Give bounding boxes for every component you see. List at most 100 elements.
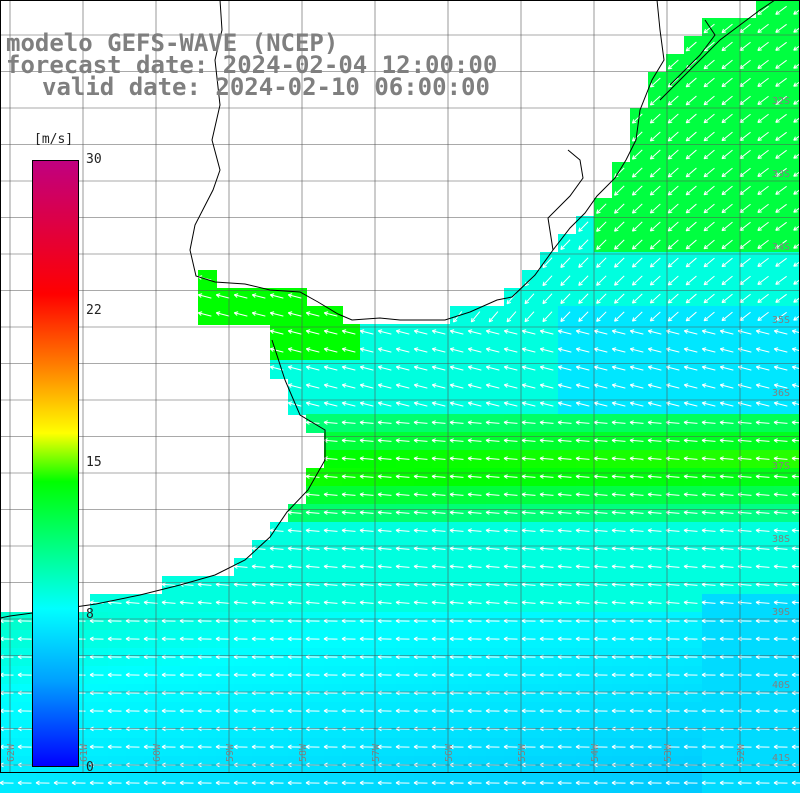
wind-arrow: [396, 330, 410, 335]
wind-arrow-head: [611, 636, 616, 640]
wind-arrow-head: [756, 383, 761, 386]
wind-arrow-head: [611, 762, 616, 766]
wind-arrow-head: [611, 528, 616, 531]
wind-arrow-head: [665, 710, 670, 714]
wind-arrow: [342, 348, 356, 353]
wind-arrow-head: [701, 420, 706, 423]
wind-arrow-head: [629, 656, 634, 660]
wind-arrow-head: [630, 365, 635, 368]
wind-arrow: [431, 439, 446, 442]
wind-arrow-head: [341, 330, 346, 334]
wind-arrow-head: [395, 384, 400, 388]
wind-arrow: [323, 511, 338, 514]
wind-arrow-head: [506, 301, 512, 305]
wind-arrow: [341, 475, 356, 478]
wind-arrow: [611, 583, 626, 586]
wind-arrow-head: [107, 762, 112, 766]
wind-arrow-head: [668, 157, 673, 160]
wind-arrow-head: [593, 547, 598, 551]
wind-arrow: [650, 77, 661, 88]
wind-arrow-head: [377, 565, 382, 569]
wind-arrow-head: [287, 582, 292, 585]
wind-arrow-head: [775, 82, 778, 87]
wind-arrow-head: [685, 244, 689, 250]
wind-arrow-head: [650, 139, 655, 142]
wind-arrow: [468, 366, 482, 371]
wind-arrow-head: [143, 601, 148, 605]
wind-arrow-head: [647, 636, 652, 640]
wind-arrow-head: [757, 211, 762, 213]
wind-arrow-head: [596, 247, 601, 250]
wind-arrow-head: [449, 692, 454, 696]
wind-arrow-head: [395, 420, 400, 423]
wind-arrow-head: [413, 420, 418, 423]
wind-arrow-head: [161, 656, 166, 660]
wind-arrow: [775, 5, 787, 15]
wind-arrow-head: [323, 780, 328, 784]
wind-arrow-head: [755, 674, 760, 678]
wind-cell: [774, 54, 793, 73]
wind-arrow-head: [305, 672, 310, 676]
wind-arrow-head: [791, 510, 796, 513]
wind-arrow-head: [703, 103, 709, 106]
wind-arrow-head: [560, 247, 565, 251]
wind-arrow-head: [614, 299, 617, 304]
wind-arrow-head: [143, 674, 148, 678]
wind-arrow: [216, 294, 230, 299]
wind-cell: [756, 252, 775, 271]
wind-arrow-head: [629, 582, 634, 585]
wind-arrow-head: [701, 456, 706, 459]
wind-arrow-head: [467, 674, 472, 678]
wind-arrow-head: [611, 710, 616, 714]
wind-arrow-head: [575, 348, 580, 352]
wind-arrow-head: [413, 330, 418, 334]
wind-arrow-head: [89, 636, 94, 640]
wind-arrow-head: [342, 401, 347, 404]
wind-arrow-head: [197, 708, 202, 712]
wind-arrow: [233, 583, 248, 586]
wind-arrow-head: [611, 601, 616, 605]
wind-arrow-head: [395, 348, 400, 352]
wind-arrow-head: [631, 299, 635, 304]
wind-cell: [576, 234, 595, 253]
wind-arrow-head: [323, 583, 328, 587]
wind-arrow-head: [107, 638, 112, 642]
wind-arrow-head: [611, 457, 616, 461]
wind-arrow: [558, 366, 572, 371]
wind-arrow-head: [773, 510, 778, 513]
wind-arrow-head: [287, 638, 292, 642]
wind-arrow-head: [17, 672, 22, 676]
wind-arrow-head: [648, 383, 653, 386]
wind-arrow-head: [503, 456, 508, 459]
wind-arrow-head: [269, 528, 274, 531]
wind-arrow: [323, 457, 338, 460]
wind-arrow: [612, 348, 626, 353]
wind-arrow-head: [413, 710, 418, 714]
wind-arrow-head: [233, 583, 238, 587]
wind-arrow-head: [558, 383, 563, 386]
wind-arrow-head: [503, 348, 508, 352]
wind-arrow-head: [665, 672, 670, 676]
wind-arrow: [755, 565, 770, 568]
wind-arrow-head: [665, 510, 670, 513]
wind-arrow: [665, 529, 680, 532]
wind-arrow: [739, 293, 751, 303]
wind-arrow-head: [667, 83, 671, 88]
wind-arrow-head: [161, 583, 166, 587]
wind-arrow-head: [251, 762, 256, 766]
wind-arrow-head: [647, 492, 652, 495]
wind-arrow-head: [576, 329, 581, 332]
wind-arrow-head: [395, 692, 400, 696]
wind-arrow: [757, 185, 769, 195]
wind-arrow-head: [793, 118, 796, 123]
wind-arrow-head: [179, 582, 184, 585]
wind-arrow-head: [703, 226, 707, 231]
wind-arrow-head: [359, 638, 364, 642]
wind-arrow-head: [629, 384, 634, 388]
wind-arrow-head: [305, 620, 310, 624]
wind-cell: [630, 252, 649, 271]
wind-arrow-head: [701, 546, 706, 549]
wind-cell: [774, 126, 793, 145]
wind-cell: [738, 162, 757, 181]
wind-arrow-head: [755, 782, 760, 786]
